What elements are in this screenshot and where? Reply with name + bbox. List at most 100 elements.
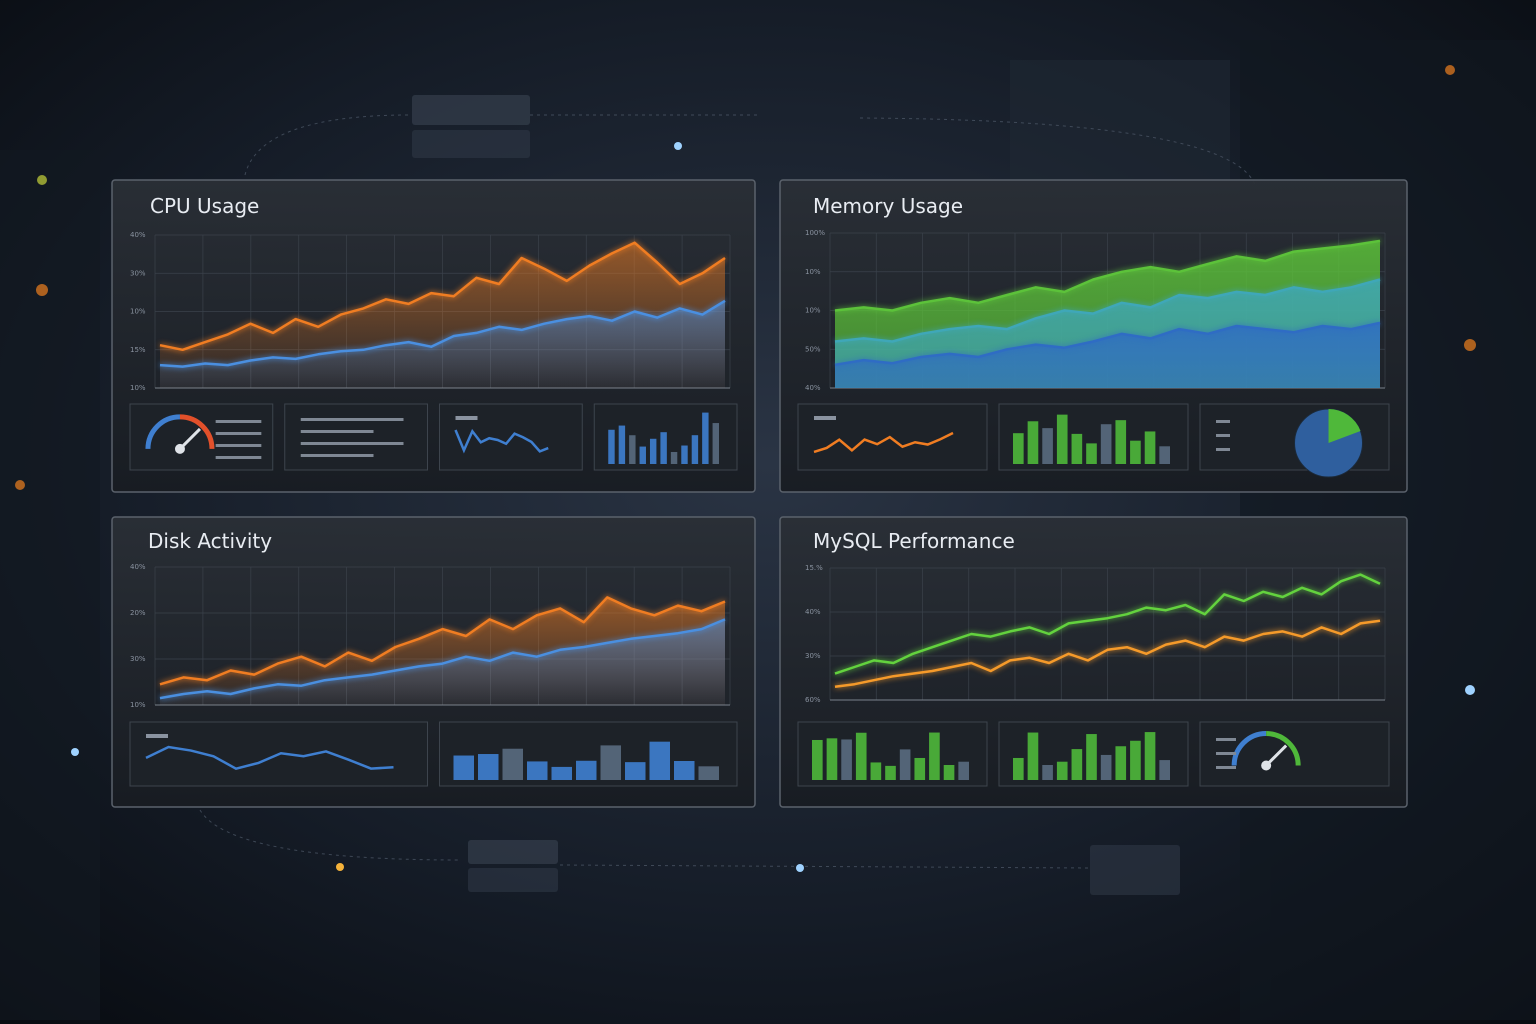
widget-text-bar	[814, 416, 836, 420]
gauge-arc	[179, 414, 215, 450]
widget-frame	[797, 403, 988, 471]
panel-title: CPU Usage	[150, 194, 259, 218]
mini-widget	[1199, 721, 1390, 787]
mini-widget	[998, 721, 1189, 787]
mini-bar	[870, 762, 882, 780]
mini-bar	[1115, 420, 1127, 464]
mini-bar	[681, 445, 688, 464]
mini-bar	[551, 766, 572, 780]
gauge-hub	[174, 443, 185, 454]
series-line	[834, 278, 1381, 343]
mini-widget	[439, 403, 583, 471]
panel-title: Memory Usage	[813, 194, 963, 218]
sparkline	[454, 428, 549, 454]
widget-text-bar	[215, 420, 262, 423]
axis-label: 15.%	[805, 564, 823, 572]
series-line	[834, 239, 1381, 312]
mini-bar	[943, 765, 955, 780]
axis-label: 10%	[130, 308, 146, 316]
panel: Disk Activity 40% 20% 30% 10%	[111, 516, 756, 808]
widget-text-bar	[1216, 420, 1230, 423]
mini-bar	[600, 745, 621, 780]
axis-label: 40%	[130, 563, 146, 571]
mini-bar	[1013, 433, 1024, 464]
pie-slice	[1328, 408, 1361, 443]
axis-label: 30%	[130, 269, 146, 277]
mini-bar	[958, 761, 969, 780]
axis-label: 40%	[805, 608, 821, 616]
mini-bar	[502, 748, 523, 780]
sparkline	[145, 745, 394, 771]
mini-bar	[1042, 765, 1053, 780]
mini-widget	[797, 403, 988, 471]
mini-widget	[593, 403, 738, 471]
axis-label: 50%	[805, 345, 821, 353]
widget-text-bar	[300, 454, 374, 457]
gauge-arc	[1231, 731, 1267, 766]
mini-bar	[1013, 757, 1024, 780]
axis-label: 10%	[805, 268, 821, 276]
series-line	[159, 618, 726, 700]
gauge-hub	[1261, 760, 1272, 771]
axis-label: 30%	[805, 652, 821, 660]
mini-widget	[439, 721, 738, 787]
mini-bar	[1027, 421, 1039, 464]
gauge-arc	[145, 414, 181, 450]
mini-widget	[129, 403, 274, 471]
panel: MySQL Performance 15.% 40% 30% 60%	[779, 516, 1408, 808]
mini-bar	[1071, 433, 1083, 464]
mini-bar	[1159, 446, 1170, 464]
mini-bar	[812, 739, 823, 780]
axis-label: 100%	[805, 229, 825, 237]
panel: Memory Usage 100% 10% 10% 50% 40%	[779, 179, 1408, 493]
mini-bar	[674, 761, 695, 780]
mini-bar	[670, 451, 678, 464]
mini-widget	[129, 721, 428, 787]
panel-title: Disk Activity	[148, 529, 272, 553]
mini-bar	[1071, 749, 1083, 780]
mini-bar	[929, 732, 940, 780]
mini-bar	[527, 761, 548, 780]
mini-bar	[841, 739, 852, 780]
mini-bar	[453, 755, 474, 780]
widget-text-bar	[1216, 752, 1236, 755]
mini-widget	[1199, 403, 1390, 478]
axis-label: 15%	[130, 346, 146, 354]
mini-bar	[608, 429, 615, 464]
mini-bar	[1100, 754, 1112, 780]
series-line	[159, 241, 726, 352]
axis-label: 20%	[130, 609, 146, 617]
widget-text-bar	[300, 442, 404, 445]
widget-text-bar	[215, 456, 262, 459]
mini-bar	[576, 760, 597, 780]
mini-bar	[1056, 761, 1068, 780]
series-area	[835, 322, 1380, 388]
mini-bar	[1100, 424, 1112, 464]
mini-bar	[629, 435, 636, 464]
widget-frame	[284, 403, 428, 471]
axis-label: 10%	[130, 701, 146, 709]
widget-text-bar	[1216, 448, 1230, 451]
mini-widget	[998, 403, 1189, 471]
mini-bar	[1086, 443, 1097, 464]
mini-bar	[1086, 734, 1097, 780]
mini-bar	[1115, 746, 1127, 780]
mini-bar	[625, 762, 646, 780]
mini-widget	[284, 403, 428, 471]
series-line	[834, 573, 1381, 675]
mini-bar	[649, 741, 670, 780]
widget-text-bar	[215, 444, 262, 447]
mini-bar	[899, 749, 911, 780]
widget-frame	[129, 721, 428, 787]
mini-bar	[1130, 440, 1141, 464]
series-area	[160, 619, 725, 705]
mini-bar	[712, 423, 719, 464]
status-lights	[15, 65, 1476, 872]
dashboard: CPU Usage 40% 30% 10% 15% 10% Memory Usage 100%…	[111, 179, 1408, 808]
axis-label: 10%	[130, 384, 146, 392]
mini-bar	[826, 738, 838, 780]
mini-bar	[618, 425, 626, 464]
mini-bar	[698, 766, 719, 780]
axis-label: 30%	[130, 655, 146, 663]
